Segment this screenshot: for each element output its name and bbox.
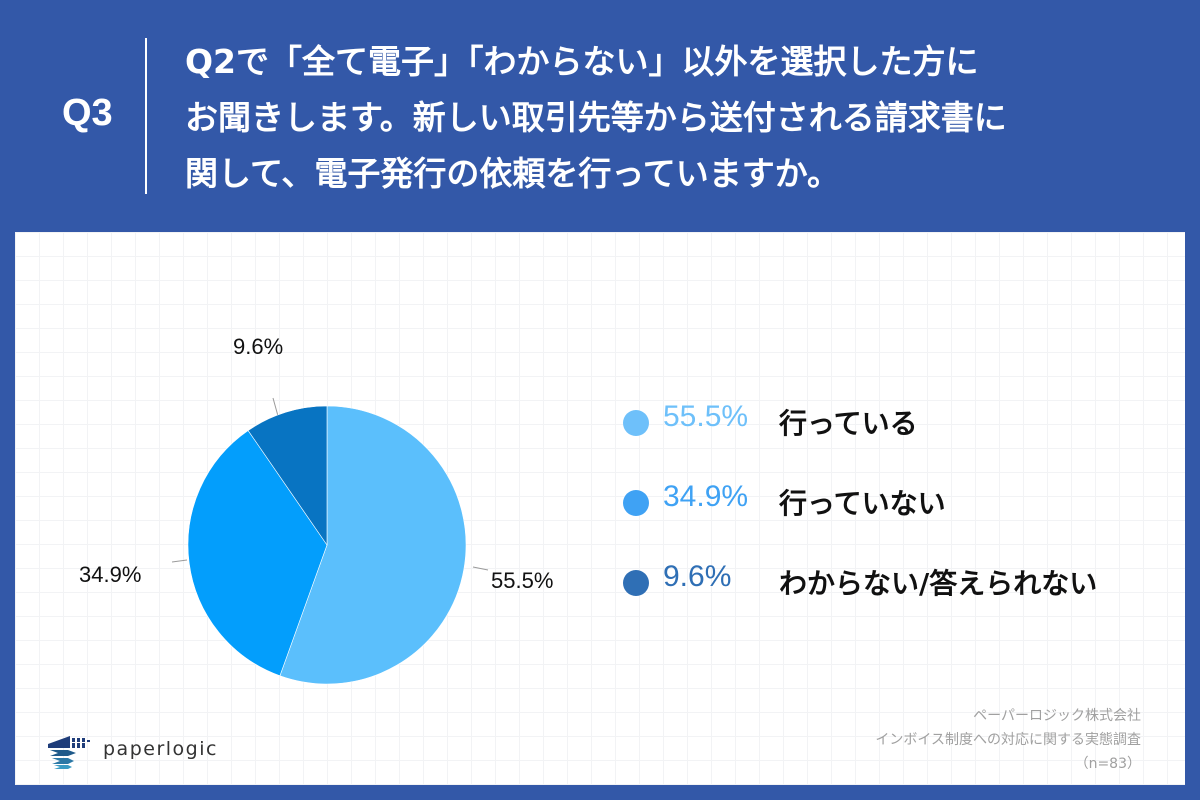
chart-card: 9.6% 34.9% 55.5% 55.5% 行っている 34.9% 行っていな…	[15, 232, 1185, 785]
pie-slices	[187, 405, 467, 685]
question-line-3: 関して、電子発行の依頼を行っていますか。	[185, 154, 841, 193]
pie-label-not-doing: 34.9%	[79, 562, 142, 587]
legend-dot-icon	[623, 570, 649, 596]
legend-label: わからない/答えられない	[779, 567, 1098, 600]
question-header: Q3 Q2で「全て電子」「わからない」以外を選択した方に お聞きします。新しい取…	[0, 0, 1200, 232]
pie-label-unknown: 9.6%	[233, 334, 284, 359]
legend-dot-icon	[623, 410, 649, 436]
paperlogic-logo-icon	[48, 736, 90, 769]
question-line-2: お聞きします。新しい取引先等から送付される請求書に	[185, 98, 1007, 137]
source-survey: インボイス制度への対応に関する実態調査	[875, 732, 1141, 748]
legend-percentage: 55.5%	[663, 400, 749, 433]
source-note: ペーパーロジック株式会社 インボイス制度への対応に関する実態調査 （n=83）	[875, 704, 1141, 776]
question-line-1: Q2で「全て電子」「わからない」以外を選択した方に	[185, 42, 979, 81]
legend-percentage: 34.9%	[663, 480, 749, 513]
question-text: Q2で「全て電子」「わからない」以外を選択した方に お聞きします。新しい取引先等…	[185, 34, 1165, 202]
sample-size: （n=83）	[1074, 756, 1141, 772]
question-number: Q3	[62, 92, 113, 134]
leader-line-doing	[472, 566, 489, 571]
legend-label: 行っている	[779, 407, 918, 440]
legend-label: 行っていない	[779, 487, 946, 520]
legend-percentage: 9.6%	[663, 560, 732, 593]
pie-slice-unknown	[247, 405, 328, 546]
pie-slice-not-doing	[187, 430, 328, 677]
header-divider	[145, 38, 147, 194]
source-company: ペーパーロジック株式会社	[973, 708, 1141, 724]
pie-label-doing: 55.5%	[491, 568, 554, 593]
logo-wordmark: paperlogic	[103, 738, 218, 760]
leader-line-not-doing	[171, 559, 188, 563]
pie-chart	[171, 397, 489, 685]
paperlogic-logo: paperlogic	[30, 732, 230, 772]
pie-slice-doing	[279, 405, 467, 685]
legend-dot-icon	[623, 490, 649, 516]
